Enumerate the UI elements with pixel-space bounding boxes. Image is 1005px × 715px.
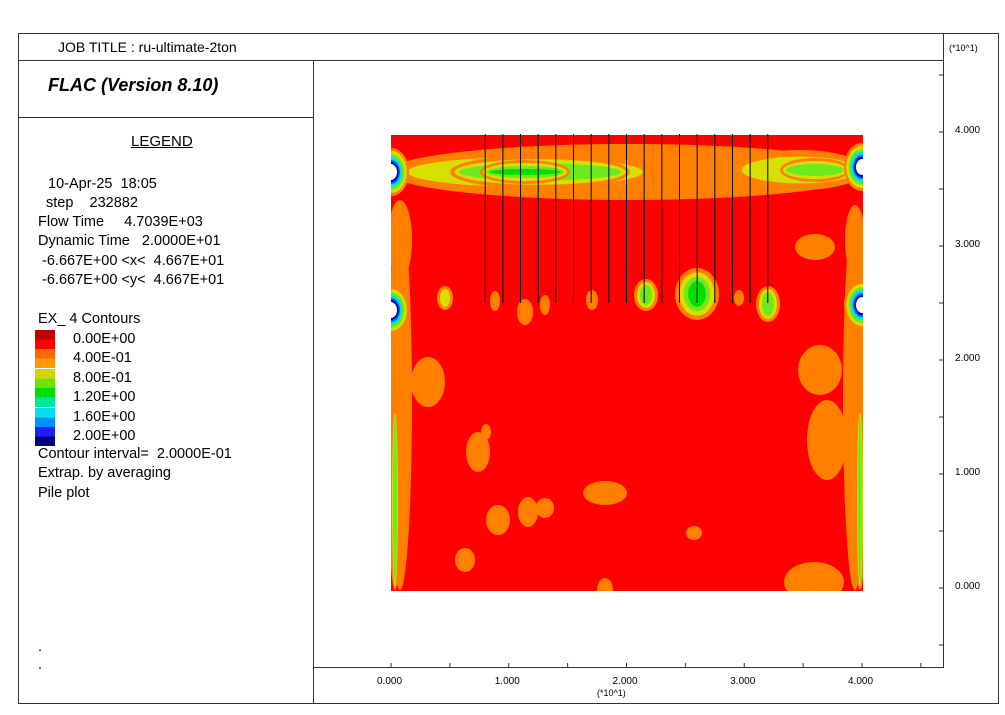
legend-level-label: 0.00E+00 <box>73 331 136 347</box>
legend-level-label: 2.00E+00 <box>73 428 136 444</box>
contour-region-level-3 <box>786 164 844 176</box>
contour-region-level-1 <box>597 578 613 591</box>
contour-region-level-1 <box>807 400 847 480</box>
contour-region-level-1 <box>455 548 475 572</box>
contour-region-level-1 <box>411 357 445 407</box>
job-title: JOB TITLE : ru-ultimate-2ton <box>58 39 237 55</box>
contour-region-level-1 <box>586 290 598 310</box>
contour-region-level-1 <box>784 562 844 591</box>
contour-region-level-2 <box>440 289 450 307</box>
contour-region-level-3 <box>858 416 862 584</box>
legend-swatch <box>35 407 55 427</box>
legend-contour-interval: Contour interval= 2.0000E-01 <box>38 446 232 462</box>
legend-contour-title: EX_ 4 Contours <box>38 311 141 327</box>
x-tick-label: 0.000 <box>377 676 403 687</box>
y-axis-multiplier: (*10^1) <box>949 43 978 53</box>
y-tick-label: 2.000 <box>955 353 981 364</box>
legend-datetime: 10-Apr-25 18:05 <box>48 176 157 192</box>
legend-y-range: -6.667E+00 <y< 4.667E+01 <box>38 272 225 288</box>
legend-swatch <box>35 388 55 408</box>
legend-swatch <box>35 330 55 349</box>
contour-region-level-1 <box>481 424 491 440</box>
legend-dot-1: . <box>38 639 43 655</box>
contour-region-level-1 <box>845 205 863 275</box>
contour-region-level-1 <box>518 497 538 527</box>
y-tick-label: 1.000 <box>955 467 981 478</box>
x-tick-label: 3.000 <box>730 676 756 687</box>
contour-region-level-1 <box>734 290 744 306</box>
contour-region-level-1 <box>490 291 500 311</box>
x-tick-label: 2.000 <box>612 676 638 687</box>
contour-region-level-1 <box>517 299 533 325</box>
legend-swatch <box>35 349 55 369</box>
contour-region-level-4 <box>489 169 561 175</box>
contour-region-level-1 <box>795 234 835 260</box>
legend-level-label: 1.60E+00 <box>73 408 136 425</box>
boundary-hole <box>391 302 397 318</box>
contour-region-level-3 <box>762 292 774 316</box>
axes <box>390 74 944 668</box>
contour-region-level-1 <box>536 498 554 518</box>
contour-region-level-3 <box>640 285 652 305</box>
pile-group <box>484 134 769 303</box>
x-axis-multiplier: (*10^1) <box>597 688 626 698</box>
contour-region-level-3 <box>393 416 397 584</box>
contour-region-level-1 <box>466 432 490 472</box>
legend-extrapolation: Extrap. by averaging <box>38 465 171 481</box>
legend-pile-plot: Pile plot <box>38 485 90 501</box>
legend-dot-2: . <box>38 657 43 673</box>
contour-region-level-1 <box>798 345 842 395</box>
legend-flow-time: Flow Time 4.7039E+03 <box>38 214 203 230</box>
contour-region-level-1 <box>486 505 510 535</box>
legend-dynamic-time: Dynamic Time 2.0000E+01 <box>38 233 221 249</box>
y-tick-label: 0.000 <box>955 581 981 592</box>
x-tick-label: 4.000 <box>848 676 874 687</box>
x-tick-label: 1.000 <box>494 676 520 687</box>
legend-level-label: 1.20E+00 <box>73 389 136 406</box>
legend-level-label: 4.00E-01 <box>73 350 132 367</box>
legend-x-range: -6.667E+00 <x< 4.667E+01 <box>38 253 225 269</box>
contour-region-level-1 <box>540 295 550 315</box>
contour-region-level-1 <box>583 481 627 505</box>
contour-region-level-1 <box>686 526 702 540</box>
legend-title: LEGEND <box>131 133 193 150</box>
legend-step: step 232882 <box>46 195 138 211</box>
legend-level-label: 8.00E-01 <box>73 369 132 386</box>
legend-swatch <box>35 427 55 446</box>
boundary-hole <box>856 297 863 313</box>
left-panel-divider <box>313 118 314 704</box>
boundary-hole <box>391 164 397 180</box>
y-tick-label: 4.000 <box>955 125 981 136</box>
y-tick-label: 3.000 <box>955 239 981 250</box>
contour-region-level-1 <box>391 200 412 280</box>
program-title: FLAC (Version 8.10) <box>48 75 219 95</box>
legend-swatch <box>35 368 55 388</box>
boundary-hole <box>856 159 863 175</box>
